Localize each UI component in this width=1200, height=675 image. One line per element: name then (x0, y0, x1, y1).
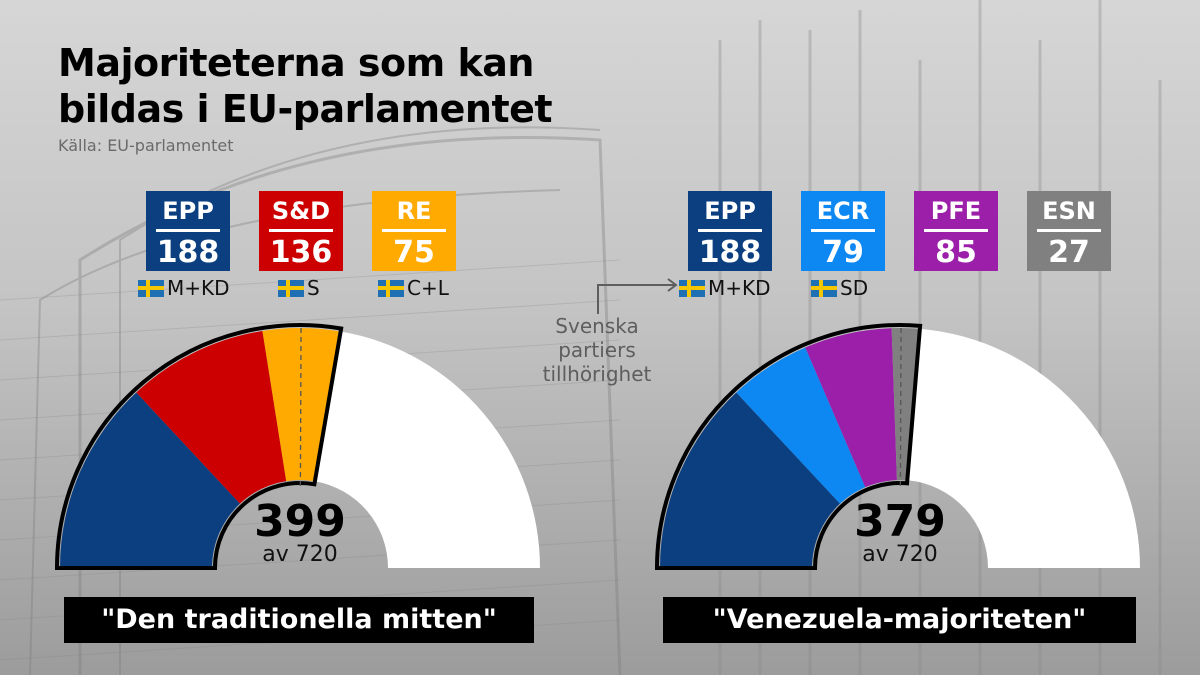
segment-epp (660, 392, 840, 568)
party-box-epp-left: EPP 188 (146, 191, 230, 271)
swedish-parties: C+L (407, 276, 449, 300)
party-seats: 188 (698, 235, 762, 270)
swedish-flag-icon (811, 279, 837, 297)
left-total: 399 av 720 (230, 500, 370, 566)
annotation-arrow-icon (597, 278, 678, 314)
divider (382, 229, 446, 232)
party-seats: 85 (935, 235, 977, 270)
swedish-affiliation-sd-left: S (278, 276, 320, 300)
party-seats: 27 (1048, 235, 1090, 270)
divider (924, 229, 988, 232)
party-abbr: S&D (271, 197, 331, 225)
party-abbr: RE (396, 197, 432, 225)
title-line-2: bildas i EU-parlamentet (58, 87, 553, 131)
divider (1037, 229, 1101, 232)
party-abbr: ESN (1042, 197, 1096, 225)
swedish-parties: S (307, 276, 320, 300)
segment-vriga (314, 331, 540, 568)
party-abbr: EPP (704, 197, 756, 225)
party-abbr: PFE (930, 197, 982, 225)
swedish-affiliation-epp-right: M+KD (679, 276, 771, 300)
party-box-pfe-right: PFE 85 (914, 191, 998, 271)
swedish-flag-icon (378, 279, 404, 297)
page-title: Majoriteterna som kan bildas i EU-parlam… (58, 40, 553, 132)
swedish-flag-icon (278, 279, 304, 297)
party-seats: 136 (269, 235, 333, 270)
party-box-epp-right: EPP 188 (688, 191, 772, 271)
total-seats-label: av 720 (262, 542, 338, 567)
annotation-line: partiers (558, 338, 636, 362)
total-seats-label: av 720 (862, 542, 938, 567)
swedish-flag-icon (679, 279, 705, 297)
party-box-ecr-right: ECR 79 (801, 191, 885, 271)
segment-sd (136, 330, 287, 504)
coalition-outline (54, 323, 344, 570)
divider (156, 229, 220, 232)
divider (269, 229, 333, 232)
swedish-affiliation-ecr-right: SD (811, 276, 868, 300)
right-parliament-chart (654, 323, 1140, 570)
party-seats: 188 (156, 235, 220, 270)
swedish-parties: M+KD (167, 276, 230, 300)
segment-vriga (907, 328, 1140, 568)
party-box-re-left: RE 75 (372, 191, 456, 271)
title-line-1: Majoriteterna som kan (58, 41, 534, 85)
party-abbr: ECR (816, 197, 870, 225)
segment-pfe (805, 328, 897, 488)
annotation-line: tillhörighet (542, 362, 652, 386)
left-parliament-chart (54, 323, 540, 570)
party-box-esn-right: ESN 27 (1027, 191, 1111, 271)
party-abbr: EPP (162, 197, 214, 225)
left-coalition-label: "Den traditionella mitten" (64, 597, 534, 643)
segment-epp (60, 392, 240, 568)
annotation-swedish-affiliation: Svenska partiers tillhörighet (542, 314, 652, 386)
annotation-line: Svenska (555, 314, 639, 338)
source-label: Källa: EU-parlamentet (58, 136, 234, 155)
party-seats: 75 (393, 235, 435, 270)
swedish-affiliation-epp-left: M+KD (138, 276, 230, 300)
swedish-parties: SD (840, 276, 869, 300)
right-coalition-label: "Venezuela-majoriteten" (663, 597, 1136, 643)
coalition-seat-total: 399 (254, 496, 346, 547)
right-total: 379 av 720 (830, 500, 970, 566)
party-box-sd-left: S&D 136 (259, 191, 343, 271)
party-seats: 79 (822, 235, 864, 270)
segment-esn (891, 328, 920, 481)
swedish-flag-icon (138, 279, 164, 297)
swedish-affiliation-re-left: C+L (378, 276, 449, 300)
segment-ecr (736, 347, 866, 504)
divider (811, 229, 875, 232)
coalition-outline (654, 323, 923, 570)
swedish-parties: M+KD (708, 276, 771, 300)
coalition-seat-total: 379 (854, 496, 946, 547)
divider (698, 229, 762, 232)
